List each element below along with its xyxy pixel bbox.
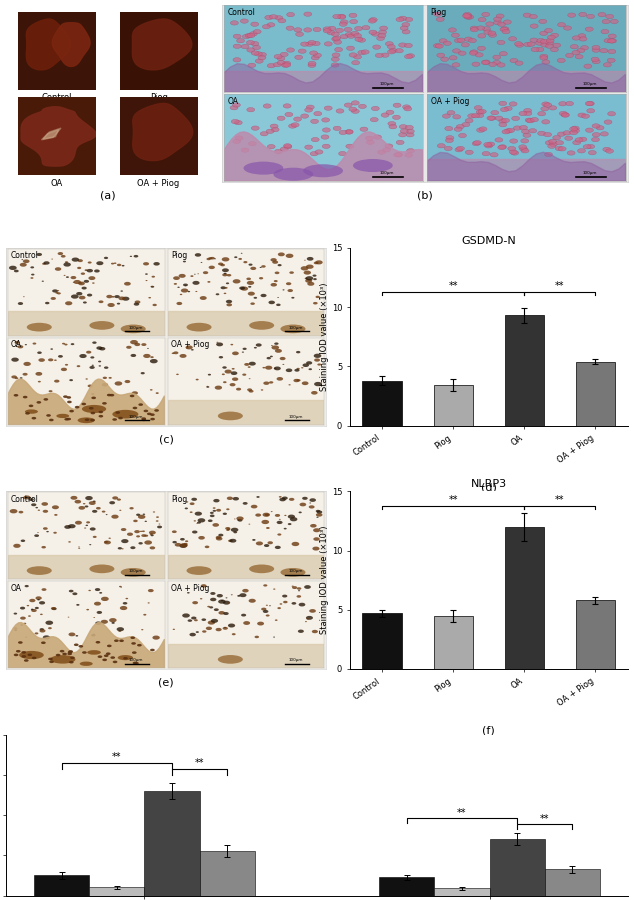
Text: (e): (e) xyxy=(158,678,174,688)
Y-axis label: Staining IOD value (×10³): Staining IOD value (×10³) xyxy=(320,283,329,391)
Bar xyxy=(200,851,255,896)
Bar xyxy=(545,869,600,896)
Text: (c): (c) xyxy=(158,435,174,445)
Bar xyxy=(363,381,401,426)
Text: **: ** xyxy=(195,758,204,769)
Bar xyxy=(434,385,473,426)
Text: **: ** xyxy=(555,495,565,505)
Bar xyxy=(434,616,473,669)
Text: **: ** xyxy=(448,281,458,292)
Bar xyxy=(576,600,615,669)
Text: (b): (b) xyxy=(417,191,432,201)
Text: Control: Control xyxy=(42,94,72,103)
Bar xyxy=(489,840,545,896)
Bar xyxy=(576,362,615,426)
Text: (f): (f) xyxy=(482,725,495,736)
Bar xyxy=(505,526,544,669)
Text: **: ** xyxy=(448,495,458,505)
Bar xyxy=(505,315,544,426)
Y-axis label: Staining IOD value (×10³): Staining IOD value (×10³) xyxy=(320,526,329,634)
Text: Piog: Piog xyxy=(150,94,167,103)
Bar xyxy=(89,887,145,896)
Text: **: ** xyxy=(555,281,565,292)
Text: **: ** xyxy=(112,752,122,762)
Bar xyxy=(145,791,200,896)
Bar xyxy=(434,888,489,896)
Text: OA: OA xyxy=(51,178,63,187)
Text: OA + Piog: OA + Piog xyxy=(138,178,180,187)
Bar xyxy=(34,876,89,896)
Bar xyxy=(363,613,401,669)
Title: NLRP3: NLRP3 xyxy=(470,479,507,490)
Text: **: ** xyxy=(540,814,550,824)
Bar xyxy=(379,878,434,896)
Text: (a): (a) xyxy=(100,191,115,201)
Text: **: ** xyxy=(457,807,467,817)
Text: (d): (d) xyxy=(481,482,496,492)
Title: GSDMD-N: GSDMD-N xyxy=(462,236,516,246)
